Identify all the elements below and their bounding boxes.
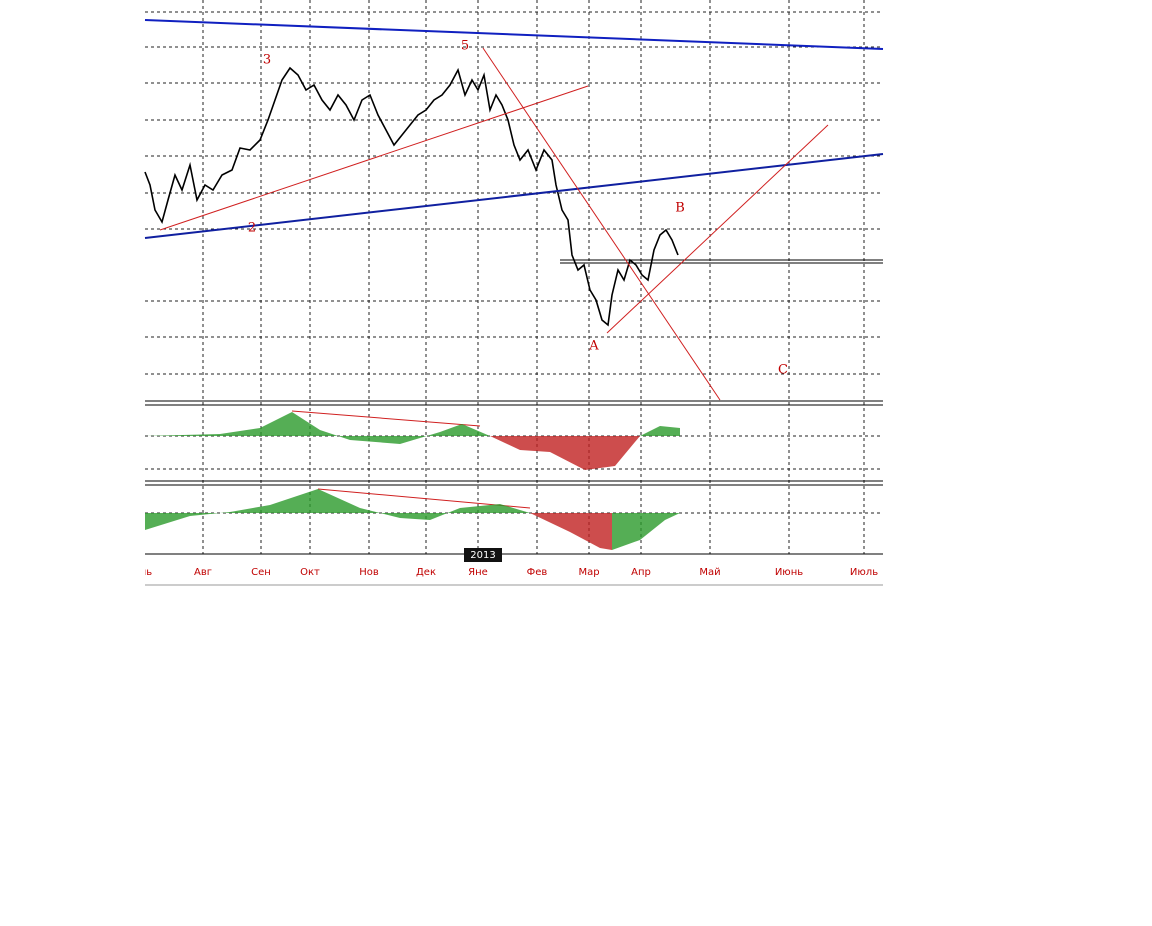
year-badge: [464, 548, 502, 562]
month-label: Апр: [631, 567, 651, 578]
wave-label: A: [588, 339, 599, 354]
wave-label: 2: [248, 221, 256, 236]
panel-separators: [145, 259, 883, 586]
month-label: Май: [699, 567, 720, 578]
wave-label: 5: [461, 39, 469, 54]
wave-label: B: [675, 201, 685, 216]
month-label: Мар: [578, 567, 599, 578]
wave-labels: 3 5 2 A B C: [248, 39, 788, 378]
time-axis: Июль Авг Сен Окт Нов Дек Яне Фев Мар Апр Май Июнь Ию…: [124, 567, 878, 578]
wave-label: 3: [263, 53, 271, 68]
month-label: Яне: [468, 567, 488, 578]
wave-label: C: [778, 363, 788, 378]
year-label: 2013: [470, 550, 495, 561]
oscillator-1: [145, 412, 680, 470]
month-label: Июль: [124, 567, 152, 578]
month-label: Окт: [300, 567, 320, 578]
month-label: Сен: [251, 567, 271, 578]
month-label: Июнь: [775, 567, 803, 578]
month-label: Фев: [527, 567, 548, 578]
month-label: Июль: [850, 567, 878, 578]
month-label: Авг: [194, 567, 212, 578]
price-bars: [144, 66, 679, 327]
grid: [145, 0, 883, 554]
month-label: Нов: [359, 567, 379, 578]
month-label: Дек: [416, 567, 436, 578]
oscillator-2: [145, 489, 680, 550]
trend-lines: [144, 19, 884, 509]
